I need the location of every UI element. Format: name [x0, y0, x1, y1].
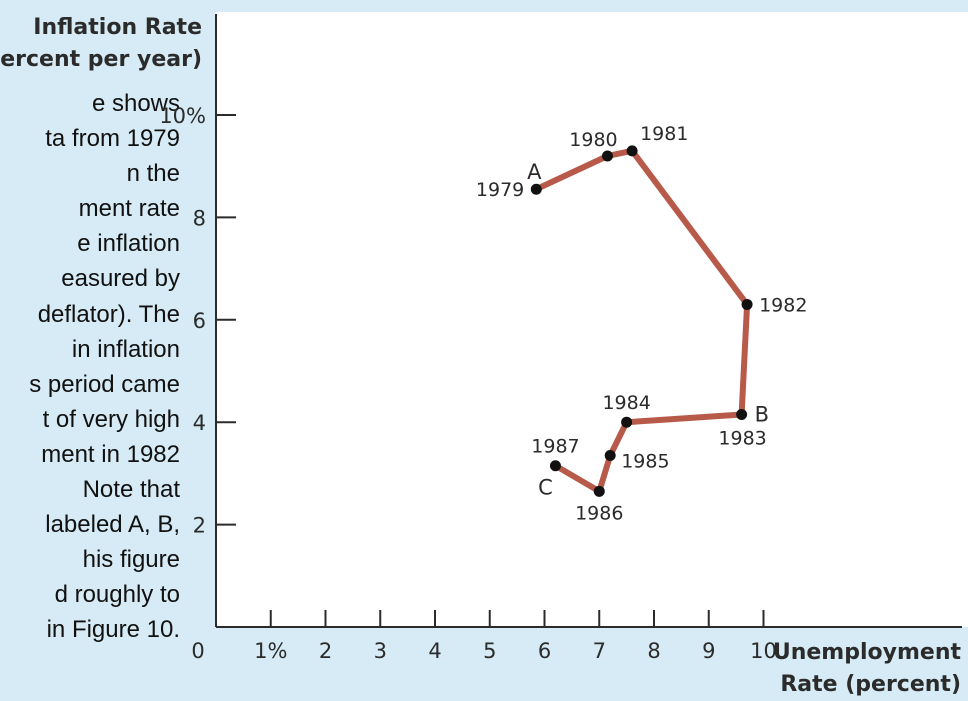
y-tick-label: 10% [159, 104, 206, 128]
point-letter-A: A [527, 160, 542, 184]
y-tick-label: 2 [193, 514, 206, 538]
caption-line: ment in 1982 [41, 440, 180, 468]
data-point-1981 [626, 145, 638, 157]
caption-line: n the [126, 160, 180, 188]
x-tick-label: 3 [374, 639, 387, 663]
point-label-1983: 1983 [718, 428, 766, 450]
caption-line: t of very high [42, 405, 180, 433]
caption-line: ment rate [78, 195, 180, 223]
caption-line: e shows [91, 90, 180, 117]
plot-area [215, 12, 968, 627]
x-tick-label: 0 [191, 639, 204, 663]
point-label-1984: 1984 [602, 392, 650, 414]
data-point-1980 [601, 150, 613, 162]
x-tick-label: 6 [538, 639, 551, 663]
x-tick-label: 4 [428, 639, 441, 663]
point-label-1980: 1980 [569, 129, 617, 151]
point-label-1979: 1979 [476, 179, 524, 201]
data-point-1983 [736, 409, 748, 421]
caption-line: s period came [29, 370, 180, 398]
y-tick-label: 4 [193, 411, 206, 435]
x-tick-label: 2 [319, 639, 332, 663]
caption-line: ta from 1979 [45, 125, 180, 153]
data-point-1987 [549, 460, 561, 472]
caption-line: e inflation [77, 230, 180, 258]
point-label-1981: 1981 [640, 123, 688, 145]
x-tick-label: 1% [254, 639, 287, 663]
caption-line: easured by [61, 265, 180, 293]
point-label-1982: 1982 [759, 294, 807, 316]
point-label-1987: 1987 [531, 436, 579, 458]
caption-line: his figure [82, 546, 180, 574]
x-tick-label: 8 [647, 639, 660, 663]
caption-line: labeled A, B, [45, 511, 180, 539]
x-axis-title: Rate (percent) [780, 672, 961, 697]
point-label-1986: 1986 [575, 502, 623, 524]
caption-line: in inflation [71, 335, 180, 363]
caption-line: deflator). The [37, 300, 180, 328]
data-point-1985 [604, 449, 616, 461]
x-tick-label: 10 [750, 639, 777, 663]
point-letter-C: C [538, 476, 553, 500]
x-tick-label: 9 [702, 639, 715, 663]
caption-line: Note that [82, 476, 180, 504]
x-tick-label: 5 [483, 639, 496, 663]
figure-caption: e shows ta from 1979 n the ment rate e infla… [0, 86, 180, 648]
point-letter-B: B [755, 403, 769, 427]
x-axis-title: Unemployment [773, 640, 962, 665]
caption-line: d roughly to [54, 581, 180, 609]
data-point-1986 [593, 485, 605, 497]
y-axis-title: Inflation Rate [33, 15, 202, 40]
point-label-1985: 1985 [621, 450, 669, 472]
y-tick-label: 8 [193, 206, 206, 230]
y-axis-title: (percent per year) [0, 47, 202, 72]
data-point-1982 [741, 298, 753, 310]
y-tick-label: 6 [193, 309, 206, 333]
x-tick-label: 7 [593, 639, 606, 663]
data-point-1984 [621, 416, 633, 428]
caption-line: in Figure 10. [46, 616, 180, 644]
data-point-1979 [530, 183, 542, 195]
